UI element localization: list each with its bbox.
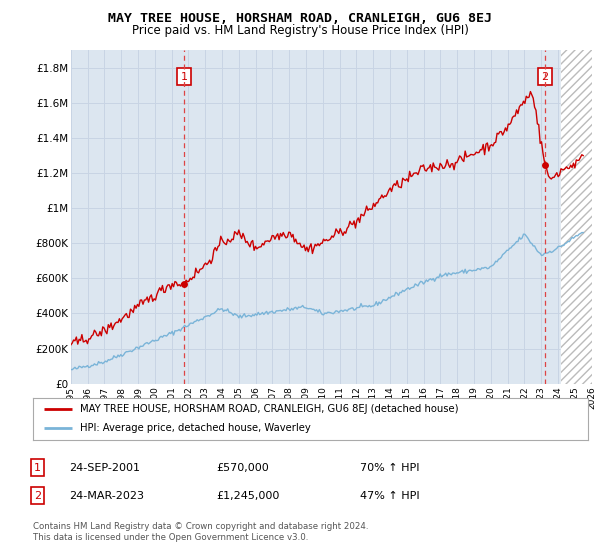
Text: MAY TREE HOUSE, HORSHAM ROAD, CRANLEIGH, GU6 8EJ: MAY TREE HOUSE, HORSHAM ROAD, CRANLEIGH,… bbox=[108, 12, 492, 25]
Text: 1: 1 bbox=[34, 463, 41, 473]
Text: This data is licensed under the Open Government Licence v3.0.: This data is licensed under the Open Gov… bbox=[33, 533, 308, 542]
Text: £570,000: £570,000 bbox=[216, 463, 269, 473]
Text: Price paid vs. HM Land Registry's House Price Index (HPI): Price paid vs. HM Land Registry's House … bbox=[131, 24, 469, 36]
Bar bbox=[561, 50, 600, 384]
Text: 2: 2 bbox=[542, 72, 548, 82]
Text: MAY TREE HOUSE, HORSHAM ROAD, CRANLEIGH, GU6 8EJ (detached house): MAY TREE HOUSE, HORSHAM ROAD, CRANLEIGH,… bbox=[80, 404, 458, 414]
Text: Contains HM Land Registry data © Crown copyright and database right 2024.: Contains HM Land Registry data © Crown c… bbox=[33, 522, 368, 531]
Text: HPI: Average price, detached house, Waverley: HPI: Average price, detached house, Wave… bbox=[80, 423, 311, 433]
Text: 24-SEP-2001: 24-SEP-2001 bbox=[69, 463, 140, 473]
Text: 1: 1 bbox=[181, 72, 187, 82]
Text: 70% ↑ HPI: 70% ↑ HPI bbox=[360, 463, 419, 473]
Text: 2: 2 bbox=[34, 491, 41, 501]
Text: 24-MAR-2023: 24-MAR-2023 bbox=[69, 491, 144, 501]
Text: £1,245,000: £1,245,000 bbox=[216, 491, 280, 501]
Bar bbox=[561, 50, 600, 384]
Text: 47% ↑ HPI: 47% ↑ HPI bbox=[360, 491, 419, 501]
